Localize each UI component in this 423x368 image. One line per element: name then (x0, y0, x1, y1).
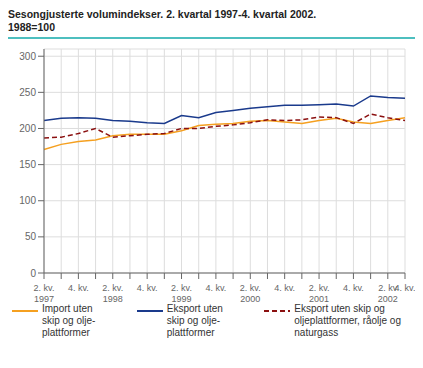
html-text:Eksport uten skip og olje- pla: Eksport uten skip og olje- plattformer (166, 303, 223, 338)
svg-text:150: 150 (19, 159, 36, 170)
svg-text:4. kv.: 4. kv. (395, 283, 415, 293)
svg-text:4. kv.: 4. kv. (137, 283, 158, 293)
html-text:2. kv: 2. kv (378, 283, 398, 293)
svg-text:100: 100 (19, 195, 36, 206)
svg-text:2. kv.1999: 2. kv.1999 (171, 283, 192, 304)
svg-text:300: 300 (19, 51, 36, 62)
svg-text:4. kv.: 4. kv. (205, 283, 226, 293)
svg-text:2. kv.1998: 2. kv.1998 (102, 283, 123, 304)
html-text:Import uten skip og olje- plat: Import uten skip og olje- plattformer (42, 303, 96, 338)
svg-text:250: 250 (19, 87, 36, 98)
html-text:Sesongjusterte volumindekser.: Sesongjusterte volumindekser. 2. kvartal… (8, 8, 317, 20)
svg-text:200: 200 (19, 123, 36, 134)
html-text:1988=100: 1988=100 (8, 21, 55, 33)
svg-text:4. kv.: 4. kv. (68, 283, 89, 293)
html-text:Eksport uten skip og oljeplatt: Eksport uten skip og oljeplattformer, rå… (294, 303, 401, 338)
svg-text:2. kv.2000: 2. kv.2000 (240, 283, 261, 304)
html-text:2002: 2002 (377, 294, 398, 304)
svg-text:4. kv.: 4. kv. (274, 283, 295, 293)
svg-text:2. kv.1997: 2. kv.1997 (34, 283, 55, 304)
svg-text:4. kv.: 4. kv. (343, 283, 364, 293)
svg-text:50: 50 (25, 231, 37, 242)
svg-text:0: 0 (30, 268, 36, 279)
svg-text:2. kv.2001: 2. kv.2001 (309, 283, 330, 304)
